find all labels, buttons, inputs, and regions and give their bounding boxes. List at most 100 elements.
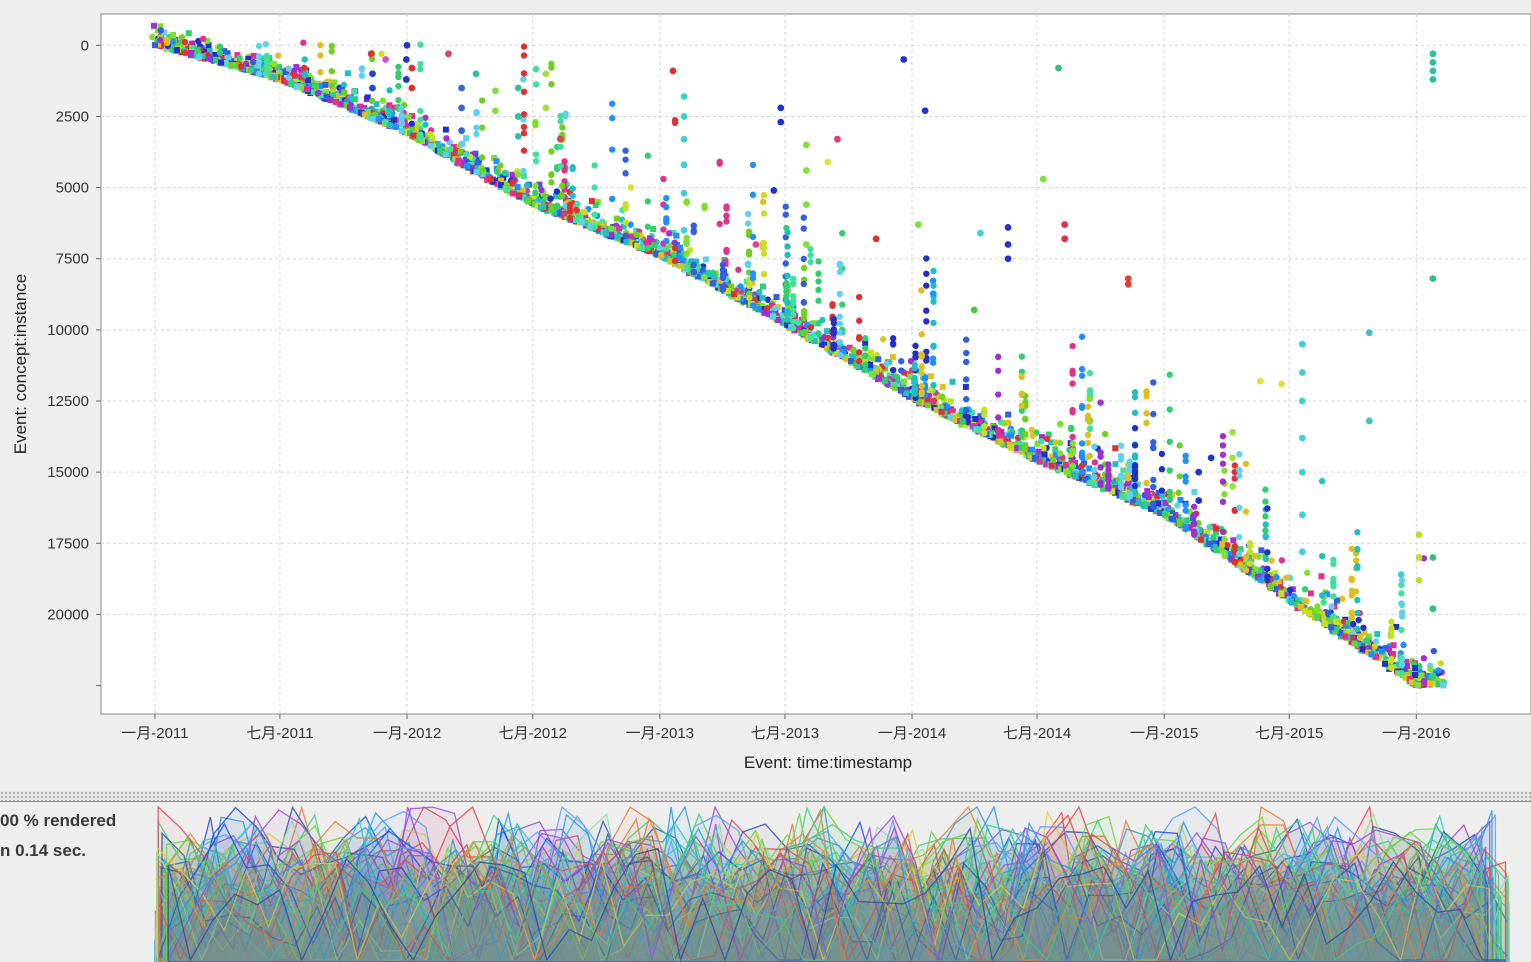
outlier-dot [408, 64, 416, 72]
event-dot [815, 330, 822, 337]
event-dot [1262, 486, 1269, 493]
outlier-dot [458, 127, 466, 135]
event-dot [1029, 446, 1036, 453]
event-dot [879, 363, 886, 370]
event-dot [1097, 464, 1104, 471]
event-dot [1078, 462, 1086, 470]
event-dot [977, 417, 984, 425]
event-dot [1069, 367, 1076, 375]
density-curve [160, 826, 1491, 962]
event-dot [1078, 365, 1086, 373]
outlier-dot [627, 184, 635, 191]
event-dot [592, 202, 599, 209]
event-dot [1042, 461, 1049, 468]
event-dot [662, 255, 669, 262]
event-dot [561, 158, 568, 165]
event-dot [1352, 557, 1360, 564]
event-dot [1053, 452, 1060, 459]
event-dot [378, 50, 385, 57]
y-tick-label: 2500 [56, 108, 89, 125]
event-dot [683, 250, 690, 258]
event-dot [409, 113, 416, 120]
event-dot [1040, 445, 1047, 452]
event-dot [646, 235, 653, 242]
event-dot [255, 53, 263, 60]
event-dot [743, 298, 750, 305]
event-dot [149, 33, 156, 41]
event-dot [1158, 487, 1166, 494]
event-dot [1112, 485, 1119, 492]
event-dot [487, 176, 494, 183]
event-dot [255, 64, 262, 71]
event-dot [548, 60, 555, 68]
event-dot [1221, 490, 1228, 498]
event-dot [1105, 461, 1112, 468]
event-dot [923, 270, 930, 277]
event-dot [1078, 372, 1086, 379]
event-dot [690, 222, 697, 229]
event-dot [930, 298, 937, 305]
event-dot [782, 234, 789, 241]
event-dot [519, 187, 526, 194]
event-dot [398, 116, 405, 123]
event-dot [1005, 419, 1012, 426]
event-dot [1158, 502, 1165, 509]
event-dot [1354, 529, 1361, 536]
event-dot [1210, 534, 1217, 541]
event-dot [875, 375, 882, 382]
event-dot [772, 304, 779, 312]
event-dot [667, 258, 674, 265]
event-dot [483, 172, 490, 179]
event-dot [723, 246, 730, 254]
event-dot [930, 319, 937, 327]
event-dot [1012, 445, 1019, 452]
y-tick-label: 0 [81, 37, 89, 54]
outlier-dot [921, 107, 929, 115]
event-dot [1068, 425, 1075, 433]
event-dot [1084, 439, 1092, 447]
event-dot [911, 364, 919, 372]
panel-splitter[interactable] [0, 791, 1531, 802]
event-dot [824, 334, 832, 342]
event-dot [683, 239, 690, 246]
event-dot [532, 151, 540, 158]
event-dot [1069, 440, 1076, 447]
event-dot [745, 248, 753, 255]
event-dot [644, 152, 652, 159]
event-dot [1382, 645, 1389, 652]
outlier-dot [824, 158, 832, 166]
event-dot [1330, 583, 1337, 590]
event-dot [1190, 503, 1198, 510]
event-dot [719, 266, 727, 274]
event-dot [1381, 660, 1388, 667]
event-dot [255, 58, 263, 66]
event-dot [553, 188, 561, 195]
outlier-dot [752, 241, 760, 248]
event-dot [1084, 403, 1092, 410]
event-dot [1005, 411, 1012, 418]
event-dot [1056, 450, 1064, 457]
event-dot [853, 361, 860, 368]
event-dot [1086, 395, 1093, 403]
y-tick-label: 5000 [56, 180, 89, 197]
event-dot [188, 45, 195, 52]
event-dot [1375, 645, 1382, 652]
event-dot [1359, 646, 1366, 653]
event-dot [671, 257, 679, 265]
event-dot [1169, 491, 1176, 498]
event-dot [1069, 447, 1076, 454]
event-dot [221, 48, 228, 55]
event-dot [677, 244, 684, 251]
event-dot [1145, 493, 1152, 500]
event-dot [1403, 674, 1410, 681]
event-dot [1084, 453, 1092, 461]
event-dot [161, 29, 168, 36]
scatter-chart-panel[interactable]: 0 2500 5000 7500 10000 12500 15000 17500 20000 一… [0, 0, 1531, 790]
event-dot [862, 335, 869, 342]
x-tick-label: 一月-2016 [1382, 725, 1450, 742]
event-dot [591, 184, 598, 191]
event-dot [836, 338, 844, 346]
event-dot [638, 245, 645, 252]
dotted-chart[interactable]: 0 2500 5000 7500 10000 12500 15000 17500 20000 一… [0, 0, 1531, 790]
event-dot [478, 167, 486, 174]
